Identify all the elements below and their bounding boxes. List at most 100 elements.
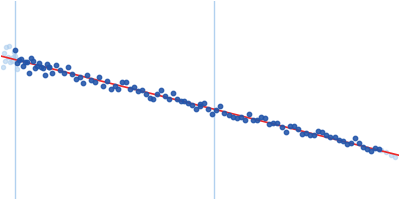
Point — [12, 54, 18, 57]
Point — [254, 118, 260, 121]
Point — [4, 55, 11, 58]
Point — [2, 60, 8, 63]
Point — [356, 141, 362, 144]
Point — [274, 121, 281, 124]
Point — [201, 102, 207, 105]
Point — [65, 65, 71, 69]
Point — [29, 59, 36, 62]
Point — [1, 52, 7, 55]
Point — [135, 89, 141, 92]
Point — [115, 87, 122, 90]
Point — [352, 136, 358, 139]
Point — [24, 61, 30, 64]
Point — [376, 148, 382, 151]
Point — [319, 130, 326, 133]
Point — [43, 63, 50, 66]
Point — [31, 66, 38, 70]
Point — [225, 114, 232, 117]
Point — [189, 103, 196, 106]
Point — [177, 99, 184, 102]
Point — [364, 147, 370, 150]
Point — [185, 102, 192, 105]
Point — [108, 88, 114, 91]
Point — [41, 74, 48, 77]
Point — [16, 59, 22, 62]
Point — [11, 50, 17, 53]
Point — [217, 104, 224, 108]
Point — [238, 115, 244, 118]
Point — [372, 147, 378, 150]
Point — [266, 122, 272, 125]
Point — [0, 65, 6, 68]
Point — [123, 81, 130, 84]
Point — [278, 125, 285, 128]
Point — [197, 103, 203, 106]
Point — [111, 85, 118, 88]
Point — [162, 95, 168, 98]
Point — [166, 98, 172, 101]
Point — [127, 88, 133, 91]
Point — [7, 60, 14, 63]
Point — [336, 139, 342, 142]
Point — [213, 108, 220, 112]
Point — [340, 140, 346, 143]
Point — [299, 132, 305, 135]
Point — [119, 81, 126, 84]
Point — [311, 133, 317, 137]
Point — [72, 77, 79, 80]
Point — [344, 143, 350, 146]
Point — [6, 44, 12, 48]
Point — [49, 72, 56, 75]
Point — [76, 75, 83, 78]
Point — [10, 55, 16, 59]
Point — [12, 48, 18, 52]
Point — [20, 64, 26, 68]
Point — [14, 67, 20, 70]
Point — [18, 57, 24, 60]
Point — [221, 111, 228, 114]
Point — [22, 60, 28, 64]
Point — [84, 73, 90, 76]
Point — [209, 113, 216, 116]
Point — [368, 149, 374, 152]
Point — [88, 78, 94, 81]
Point — [286, 125, 293, 128]
Point — [258, 115, 264, 118]
Point — [150, 98, 156, 101]
Point — [154, 92, 160, 96]
Point — [3, 46, 10, 49]
Point — [193, 107, 199, 110]
Point — [307, 133, 313, 136]
Point — [27, 56, 34, 59]
Point — [104, 79, 110, 83]
Point — [383, 150, 389, 154]
Point — [37, 66, 44, 69]
Point — [262, 116, 268, 119]
Point — [39, 66, 46, 69]
Point — [80, 82, 87, 85]
Point — [92, 80, 98, 83]
Point — [53, 64, 60, 67]
Point — [290, 125, 297, 128]
Point — [45, 66, 52, 69]
Point — [360, 146, 366, 149]
Point — [295, 127, 301, 130]
Point — [242, 119, 248, 122]
Point — [230, 116, 236, 119]
Point — [392, 155, 398, 158]
Point — [270, 121, 276, 125]
Point — [8, 59, 15, 62]
Point — [142, 93, 149, 96]
Point — [33, 64, 40, 68]
Point — [388, 153, 394, 156]
Point — [348, 142, 354, 145]
Point — [327, 135, 334, 138]
Point — [205, 107, 211, 110]
Point — [250, 118, 256, 121]
Point — [323, 134, 330, 137]
Point — [158, 88, 164, 91]
Point — [197, 104, 203, 108]
Point — [96, 76, 102, 79]
Point — [303, 131, 309, 134]
Point — [234, 116, 240, 119]
